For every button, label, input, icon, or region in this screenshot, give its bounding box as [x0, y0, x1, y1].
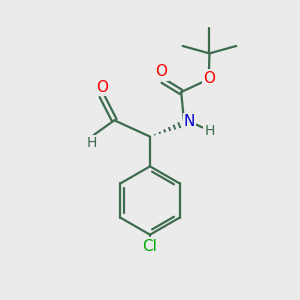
Text: Cl: Cl [142, 238, 158, 253]
Text: H: H [204, 124, 214, 138]
Text: O: O [203, 70, 215, 86]
Text: H: H [87, 136, 97, 151]
Text: N: N [184, 114, 195, 129]
Text: O: O [96, 80, 108, 95]
Text: O: O [155, 64, 167, 79]
